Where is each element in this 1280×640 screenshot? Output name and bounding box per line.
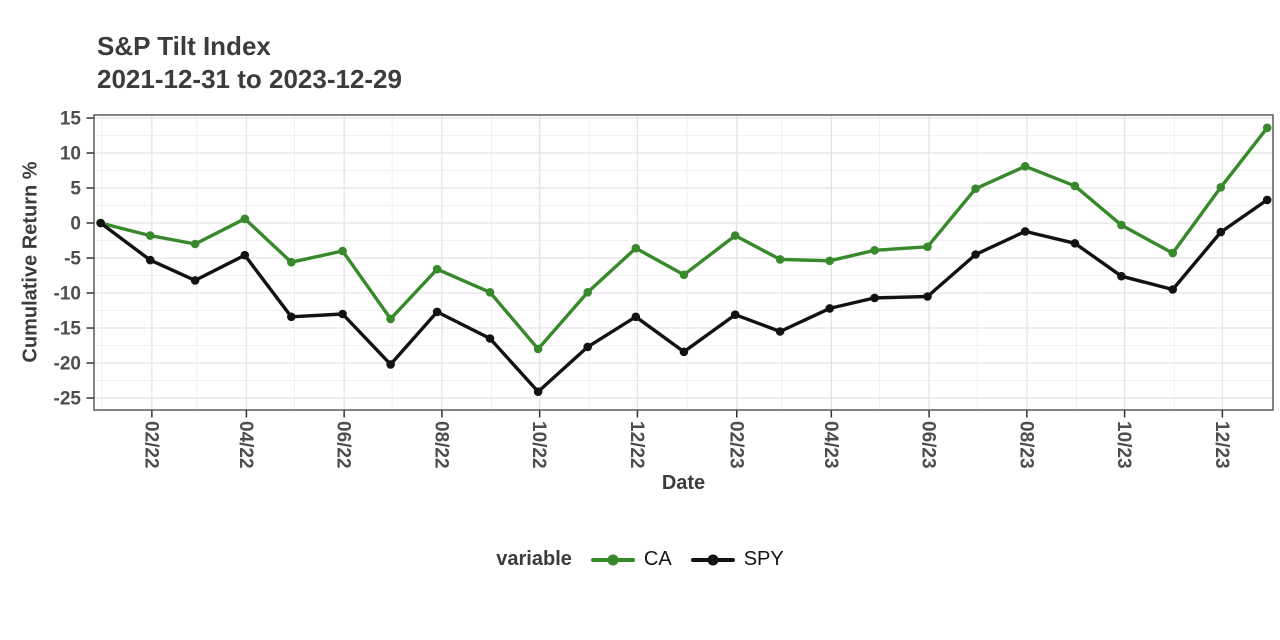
y-tick-label: 10: [60, 144, 81, 165]
data-point-spy: [870, 293, 879, 303]
data-point-ca: [679, 270, 689, 280]
legend-title: variable: [496, 548, 572, 570]
data-point-spy: [1020, 227, 1030, 236]
data-point-spy: [432, 307, 442, 317]
data-point-spy: [825, 304, 834, 313]
x-tick-label: 12/22: [626, 421, 647, 469]
data-point-ca: [971, 184, 980, 193]
legend-label-spy: SPY: [743, 548, 784, 570]
data-point-spy: [96, 218, 105, 228]
data-point-spy: [287, 312, 296, 322]
data-point-ca: [240, 214, 250, 224]
data-point-spy: [1262, 195, 1272, 205]
data-point-ca: [775, 255, 785, 264]
data-point-ca: [870, 246, 879, 255]
y-tick-label: -5: [64, 249, 81, 270]
data-point-spy: [775, 327, 785, 336]
data-point-ca: [386, 314, 395, 324]
data-point-ca: [145, 231, 155, 240]
data-point-ca: [287, 257, 296, 267]
data-point-ca: [1020, 162, 1030, 171]
data-point-ca: [533, 344, 543, 354]
x-tick-label: 10/22: [528, 421, 549, 469]
legend-item-spy: SPY: [690, 548, 784, 571]
data-point-spy: [631, 312, 641, 322]
data-point-ca: [631, 243, 641, 253]
data-point-spy: [533, 387, 543, 397]
x-tick-label: 04/22: [235, 421, 256, 469]
panel-border: [93, 114, 1274, 411]
x-tick-label: 06/23: [918, 421, 939, 469]
data-point-spy: [1117, 271, 1126, 281]
x-tick-label: 10/23: [1113, 421, 1134, 469]
data-point-spy: [338, 309, 347, 319]
data-point-spy: [145, 255, 155, 265]
legend: variable CA SPY: [0, 548, 1280, 571]
data-point-spy: [485, 334, 495, 343]
x-tick-label: 08/22: [430, 421, 451, 469]
data-point-ca: [338, 246, 347, 256]
x-tick-label: 02/22: [140, 421, 161, 469]
x-tick-label: 08/23: [1015, 421, 1036, 469]
x-axis-title: Date: [661, 472, 706, 494]
chart-subtitle: 2021-12-31 to 2023-12-29: [97, 64, 402, 94]
data-point-spy: [190, 276, 200, 285]
data-point-spy: [1168, 285, 1177, 294]
data-point-spy: [923, 292, 932, 301]
data-point-spy: [1216, 227, 1226, 237]
data-point-ca: [730, 231, 740, 240]
data-point-spy: [1070, 239, 1080, 248]
data-point-ca: [923, 242, 932, 252]
data-point-ca: [432, 264, 442, 274]
x-tick-label: 02/23: [725, 421, 746, 469]
x-tick-label: 04/23: [820, 421, 841, 469]
y-tick-label: 15: [60, 109, 82, 130]
data-point-ca: [190, 239, 200, 249]
y-tick-label: -15: [54, 319, 82, 340]
y-tick-label: -25: [54, 389, 82, 410]
data-point-ca: [1070, 181, 1080, 191]
x-tick-label: 06/22: [333, 421, 354, 469]
y-tick-label: -20: [54, 354, 81, 375]
y-tick-label: -10: [54, 284, 81, 305]
data-point-ca: [485, 288, 495, 297]
chart-title: S&P Tilt Index: [97, 31, 271, 61]
data-point-spy: [240, 250, 250, 260]
legend-key-ca-icon: [590, 554, 635, 565]
data-point-spy: [583, 342, 592, 352]
data-point-ca: [1216, 183, 1226, 192]
legend-label-ca: CA: [643, 548, 672, 570]
data-point-ca: [1168, 248, 1177, 258]
x-tick-label: 12/23: [1211, 421, 1232, 469]
data-point-ca: [1117, 220, 1126, 230]
data-point-spy: [971, 250, 980, 259]
data-point-spy: [386, 360, 395, 369]
data-point-ca: [825, 256, 834, 266]
y-tick-label: 5: [70, 179, 81, 200]
y-tick-label: 0: [70, 214, 81, 235]
data-point-ca: [583, 288, 592, 297]
data-point-ca: [1262, 123, 1272, 133]
data-point-spy: [730, 310, 740, 320]
plot-panel: [94, 115, 1273, 410]
data-point-spy: [679, 347, 689, 357]
legend-key-spy-icon: [690, 554, 735, 565]
legend-item-ca: CA: [590, 548, 672, 571]
